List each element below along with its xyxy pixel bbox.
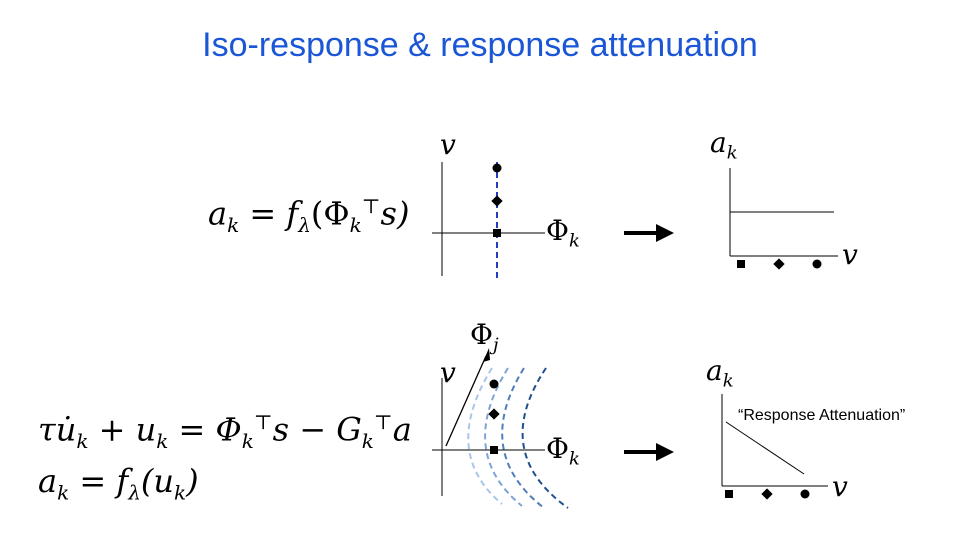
phi-j-axis [445,355,487,447]
response-attenuation-annotation: “Response Attenuation” [738,407,906,424]
eq-part: k [227,213,240,238]
bottom-response-y-label: ak [706,354,734,392]
eq-part: ⊤ [253,410,273,434]
top-equation: ak = fλ(Φk⊤s) [208,194,409,237]
top-space-x-label: Φk [546,214,580,252]
top-space-y-label: v [440,128,456,161]
eq-part: k [173,480,187,505]
label-part: a [706,354,723,387]
label-part: k [568,230,580,252]
label-part: k [722,370,734,392]
eq-part: = Φ [168,410,242,449]
dynamics-equation: τu̇k + uk = Φk⊤s − Gk⊤a [38,410,412,453]
eq-part: a [38,462,58,500]
page-title: Iso-response & response attenuation [202,26,758,64]
right-arrow-icon [624,443,674,461]
diamond-marker [773,258,785,270]
eq-part: ) [186,462,199,500]
eq-part: ⊤ [361,194,381,218]
eq-part: s) [380,194,410,233]
diamond-marker [491,195,503,207]
label-part: a [710,126,727,159]
phi-j-arrowhead [483,348,490,362]
circle-marker [489,379,499,389]
eq-part: + u [88,410,157,449]
square-marker [737,260,745,268]
square-marker [490,446,498,454]
label-part: Φ [546,432,569,465]
iso-curve-4 [521,367,569,509]
iso-curve-3 [501,367,545,509]
bottom-space-x-label: Φk [546,432,580,470]
square-marker [493,229,501,237]
square-marker [725,490,733,498]
label-part: j [492,334,499,356]
eq-part: τu̇ [38,410,77,449]
circle-marker [492,163,502,173]
label-part: k [568,448,580,470]
circle-marker [812,259,822,269]
right-arrow-icon [624,224,674,242]
bottom-space-y-label: v [440,356,456,389]
eq-part: k [156,429,169,454]
diamond-marker [761,488,773,500]
bottom-response-x-label: v [832,470,848,503]
eq-part: k [361,429,374,454]
top-response-x-label: v [842,238,858,271]
eq-part: s − G [272,410,362,449]
bottom-response-plot [721,394,828,500]
top-response-y-label: ak [710,126,738,164]
eq-part: λ [128,480,141,505]
eq-part: (u [140,462,174,500]
attenuated-response-line [725,421,805,475]
arrow-head [656,443,674,461]
arrow-head [656,224,674,242]
diamond-marker [488,408,500,420]
eq-part: k [76,429,89,454]
top-response-plot [729,168,838,270]
eq-part: (Φ [310,194,350,233]
bottom-space-plot [432,348,569,509]
eq-part: k [57,480,70,505]
label-part: Φ [470,318,493,351]
eq-part: a [208,194,228,233]
label-part: Φ [546,214,569,247]
circle-marker [800,489,810,499]
iso-curve-2 [484,367,523,507]
bottom-space-diag-label: Φj [470,318,499,356]
iso-curve-1 [467,367,503,505]
eq-part: ⊤ [373,410,393,434]
eq-part: = f [69,462,129,500]
eq-part: λ [298,213,311,238]
activation-equation: ak = fλ(uk) [38,462,199,504]
label-part: k [726,142,738,164]
eq-part: = f [239,194,299,233]
eq-part: a [392,410,412,449]
eq-part: k [241,429,254,454]
eq-part: k [349,213,362,238]
top-space-plot [432,162,545,282]
